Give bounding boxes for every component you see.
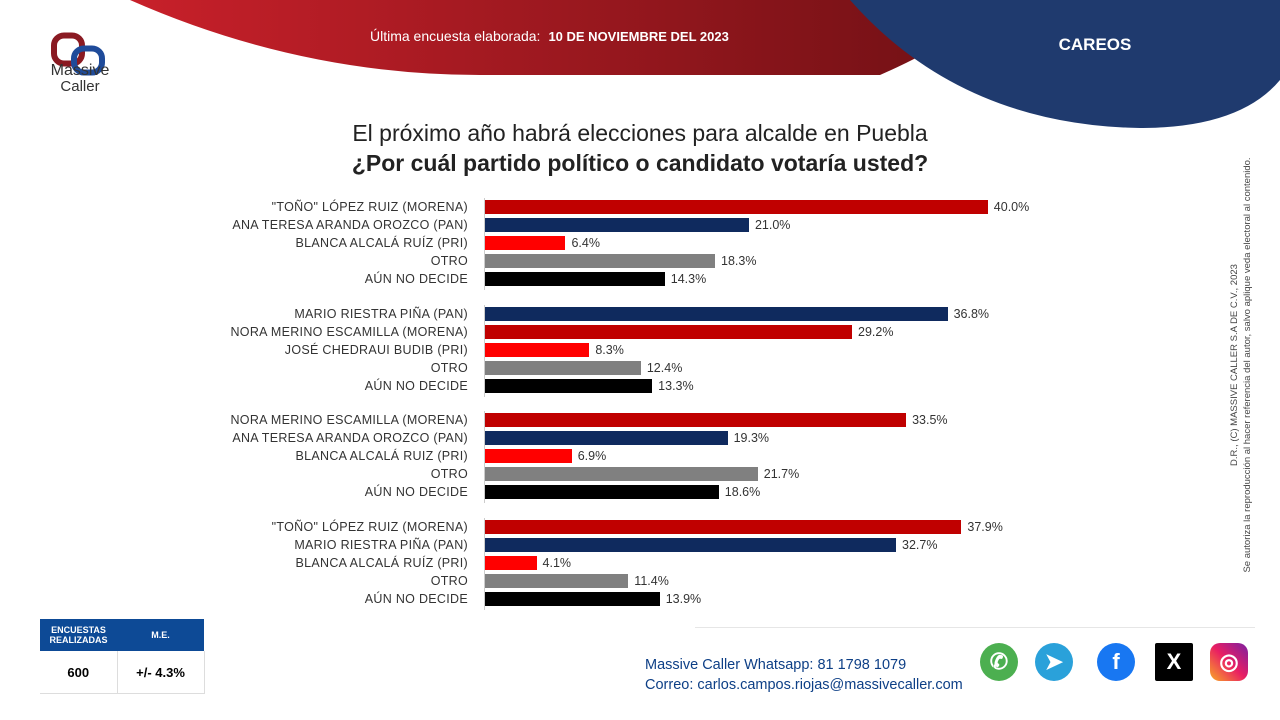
header-banner [130,0,1280,128]
bar-value-label: 6.9% [577,449,607,463]
bar-label: JOSÉ CHEDRAUI BUDIB (PRI) [284,343,468,357]
bar-value-label: 14.3% [670,272,707,286]
bar-label: MARIO RIESTRA PIÑA (PAN) [294,307,468,321]
bar-label: OTRO [430,574,468,588]
bar [485,236,566,250]
bar-value-label: 21.0% [754,218,791,232]
bar [485,556,537,570]
bar-value-label: 40.0% [993,200,1030,214]
bar-value-label: 8.3% [595,343,624,357]
bar-value-label: 21.7% [763,467,800,481]
contact-info: Massive Caller Whatsapp: 81 1798 1079 Co… [645,655,963,695]
axis-line [484,198,485,290]
survey-date: 10 DE NOVIEMBRE DEL 2023 [548,29,729,44]
bar [485,343,590,357]
whatsapp-label: Massive Caller Whatsapp: [645,657,814,673]
copyright-line-2: Se autoriza la reproducción al hacer ref… [1242,157,1253,573]
section-title: CAREOS [1058,35,1132,54]
bar [485,467,758,481]
surveys-value: 600 [40,651,118,694]
bar-value-label: 18.3% [721,254,757,268]
axis-line [484,305,485,397]
bar-label: BLANCA ALCALÁ RUÍZ (PRI) [295,236,468,250]
bar [485,218,749,232]
bar-value-label: 19.3% [733,431,770,445]
survey-stats-table: ENCUESTAS REALIZADAS M.E. 600 +/- 4.3% [40,619,205,694]
whatsapp-number[interactable]: 81 1798 1079 [817,657,907,673]
me-header: M.E. [117,619,204,651]
bar [485,485,719,499]
surveys-header: ENCUESTAS REALIZADAS [40,619,117,651]
bar [485,272,665,286]
bar-label: NORA MERINO ESCAMILLA (MORENA) [230,325,468,339]
bar [485,413,907,427]
bar-label: AÚN NO DECIDE [364,485,468,499]
bar-label: BLANCA ALCALÁ RUIZ (PRI) [295,449,468,463]
bar-value-label: 12.4% [646,361,683,375]
bar-value-label: 36.8% [953,307,990,321]
email-label: Correo: [645,677,694,693]
x-icon[interactable]: X [1155,643,1193,681]
survey-label: Última encuesta elaborada: [370,28,541,44]
bar-label: OTRO [430,361,468,375]
logo-text-1: Massive [50,62,110,79]
me-value: +/- 4.3% [117,651,205,694]
email-address[interactable]: carlos.campos.riojas@massivecaller.com [697,677,963,693]
bar-value-label: 33.5% [912,413,948,427]
bar-value-label: 13.9% [665,592,702,606]
bar [485,449,572,463]
copyright-line-1: D.R., (C) MASSIVE CALLER S.A DE C.V., 20… [1229,264,1240,466]
bar-label: OTRO [430,467,468,481]
whatsapp-icon[interactable]: ✆ [980,643,1018,681]
bar-label: "TOÑO" LÓPEZ RUIZ (MORENA) [271,200,468,214]
bar-value-label: 11.4% [634,574,669,588]
bar [485,307,948,321]
axis-line [484,518,485,610]
bar-label: ANA TERESA ARANDA OROZCO (PAN) [232,218,468,232]
facebook-icon[interactable]: f [1097,643,1135,681]
bar-label: ANA TERESA ARANDA OROZCO (PAN) [232,431,468,445]
logo-text-2: Caller [60,78,100,95]
bar [485,520,962,534]
bar-value-label: 29.2% [858,325,894,339]
bar [485,538,897,552]
bar-value-label: 37.9% [967,520,1003,534]
massive-caller-logo [51,32,105,76]
bar-label: "TOÑO" LÓPEZ RUIZ (MORENA) [271,520,468,534]
chart-title: El próximo año habrá elecciones para alc… [352,120,928,146]
bar-label: OTRO [430,254,468,268]
bar [485,379,653,393]
bar [485,574,629,588]
bar [485,431,728,445]
bar [485,325,853,339]
bar [485,200,988,214]
survey-date-text: Última encuesta elaborada: 10 DE NOVIEMBR… [370,28,729,44]
instagram-icon[interactable]: ◎ [1210,643,1248,681]
bar-value-label: 32.7% [902,538,938,552]
chart-subtitle: ¿Por cuál partido político o candidato v… [351,150,929,176]
bar-value-label: 6.4% [571,236,600,250]
axis-line [484,411,485,503]
bar-value-label: 13.3% [658,379,694,393]
bar-label: AÚN NO DECIDE [364,272,468,286]
bar-value-label: 18.6% [724,485,761,499]
bar-value-label: 4.1% [542,556,572,570]
bar-label: AÚN NO DECIDE [364,592,468,606]
bar-label: NORA MERINO ESCAMILLA (MORENA) [230,413,468,427]
divider [695,627,1255,628]
copyright-note: D.R., (C) MASSIVE CALLER S.A DE C.V., 20… [1228,140,1254,590]
bar-label: AÚN NO DECIDE [364,379,468,393]
bar [485,361,641,375]
bar-label: MARIO RIESTRA PIÑA (PAN) [294,538,468,552]
telegram-icon[interactable]: ➤ [1035,643,1073,681]
bar-label: BLANCA ALCALÁ RUÍZ (PRI) [295,556,468,570]
bar [485,592,660,606]
bar [485,254,716,268]
